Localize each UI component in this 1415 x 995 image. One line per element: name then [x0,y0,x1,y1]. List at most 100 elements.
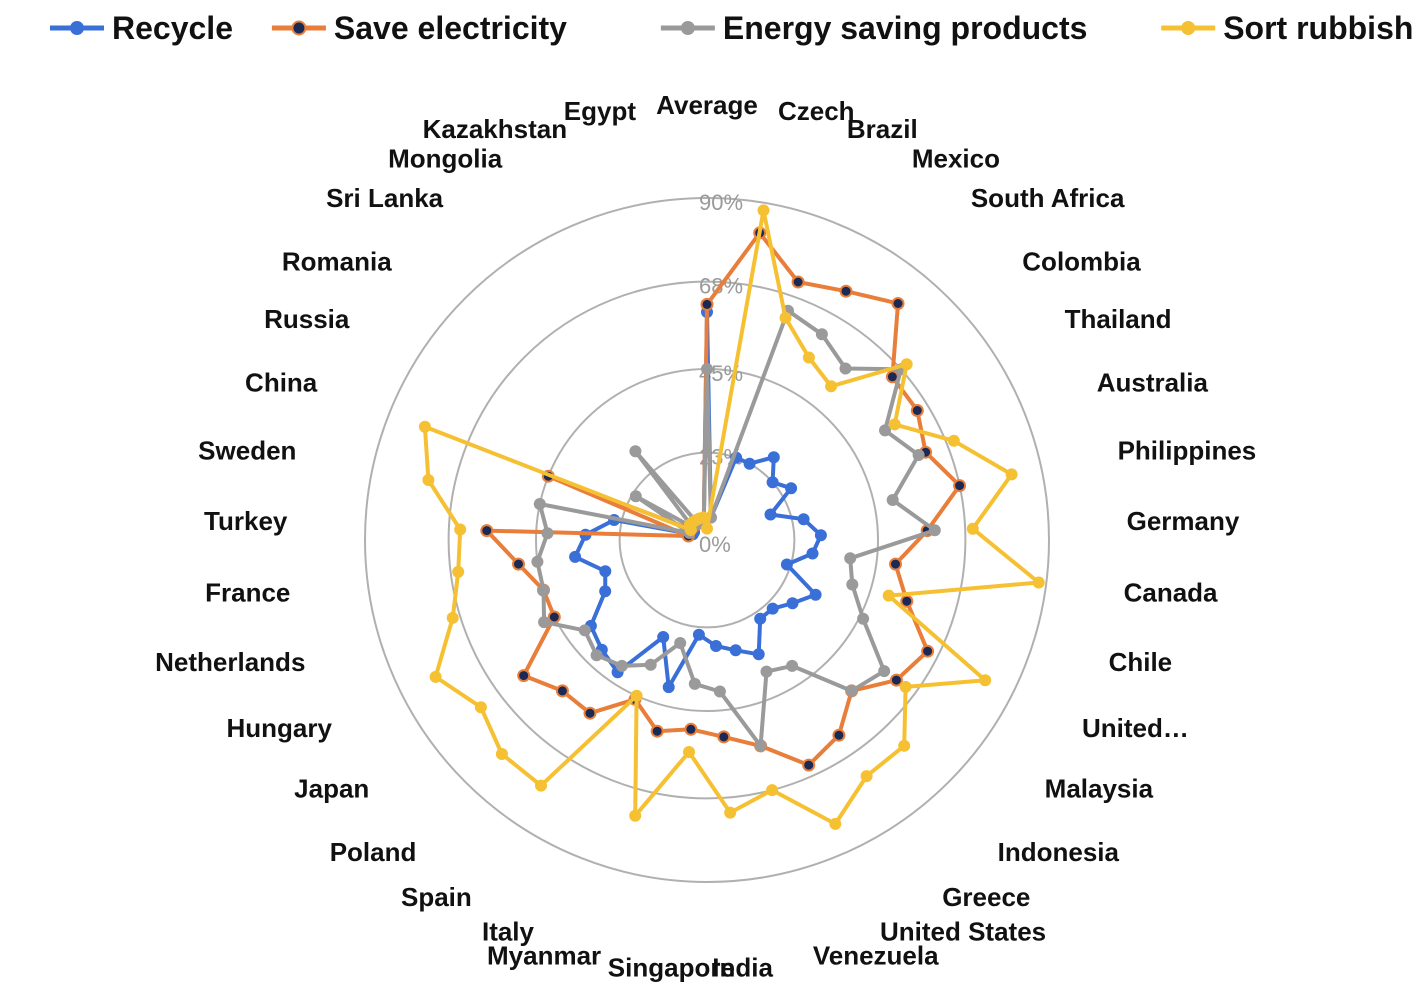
series-marker [901,682,911,692]
series-marker [769,452,779,462]
series-marker [858,614,868,624]
series-marker [702,524,712,534]
series-marker [539,617,549,627]
series-marker [756,741,766,751]
series-marker [862,771,872,781]
category-label: Poland [330,837,417,867]
category-label: Turkey [204,506,288,536]
category-label: Venezuela [813,940,939,970]
series-marker [888,495,898,505]
category-label: Average [656,90,758,120]
category-label: Malaysia [1045,774,1154,804]
series-marker [476,702,486,712]
series-marker [455,525,465,535]
series-marker [481,525,492,536]
series-marker [600,566,610,576]
series-marker [600,586,610,596]
series-marker [980,675,990,685]
series-marker [902,359,912,369]
series-marker [745,459,755,469]
series-marker [539,585,549,595]
series-marker [1034,578,1044,588]
category-label: Netherlands [155,647,305,677]
series-marker [890,559,901,570]
category-label: Sri Lanka [326,183,444,213]
category-label: Egypt [564,96,637,126]
axis-tick-label: 0% [699,532,731,557]
series-marker [658,632,668,642]
series-marker [879,666,889,676]
category-label: Thailand [1065,304,1172,334]
series-marker [684,747,694,757]
series-marker [646,660,656,670]
series-marker [804,353,814,363]
series-marker [423,475,433,485]
category-label: Spain [401,882,472,912]
series-marker [845,553,855,563]
category-label: Greece [942,882,1030,912]
series-line [425,210,1039,824]
category-label: Philippines [1118,436,1257,466]
series-marker [968,524,978,534]
category-label: South Africa [971,183,1125,213]
series-marker [884,591,894,601]
series-marker [698,513,708,523]
series-marker [768,477,778,487]
series-marker [847,686,857,696]
series-marker [557,685,568,696]
series-marker [890,419,900,429]
series-marker [949,436,959,446]
series-marker [808,549,818,559]
series-marker [782,560,792,570]
series-marker [786,483,796,493]
series-marker [922,646,933,657]
category-label: United… [1082,713,1189,743]
category-label: Brazil [847,114,918,144]
series-marker [725,808,735,818]
series-marker [631,491,641,501]
series-marker [617,661,627,671]
series-marker [711,641,721,651]
series-marker [759,205,769,215]
series-marker [549,612,560,623]
series-marker [536,781,546,791]
series-marker [420,422,430,432]
series-marker [847,580,857,590]
series-marker [954,480,965,491]
category-label: Germany [1127,506,1240,536]
series-marker [690,679,700,689]
series-marker [826,381,836,391]
series-marker [585,708,596,719]
series-marker [731,645,741,655]
axis-tick-label: 90% [699,190,743,215]
series-marker [816,530,826,540]
series-marker [1007,469,1017,479]
legend-marker [1182,22,1194,34]
series-marker [891,675,902,686]
series-marker [787,661,797,671]
category-label: Kazakhstan [423,114,568,144]
category-label: Mexico [912,143,1000,173]
series-marker [630,811,640,821]
category-label: Colombia [1022,247,1141,277]
series-marker [532,557,542,567]
category-label: China [245,367,318,397]
series-marker [781,313,791,323]
category-label: Czech [778,96,855,126]
series-marker [830,819,840,829]
legend: RecycleSave electricityEnergy saving pro… [50,10,1413,46]
category-label: Sweden [198,436,296,466]
series-marker [841,286,852,297]
series-marker [754,649,764,659]
legend-label: Save electricity [334,10,567,46]
series-marker [630,446,640,456]
series-marker [880,425,890,435]
category-label: Canada [1124,577,1218,607]
series-marker [901,596,912,607]
legend-marker [292,22,305,35]
series-marker [580,625,590,635]
category-label: Indonesia [998,837,1120,867]
series-marker [914,450,924,460]
category-label: Italy [482,917,535,947]
series-marker [453,567,463,577]
